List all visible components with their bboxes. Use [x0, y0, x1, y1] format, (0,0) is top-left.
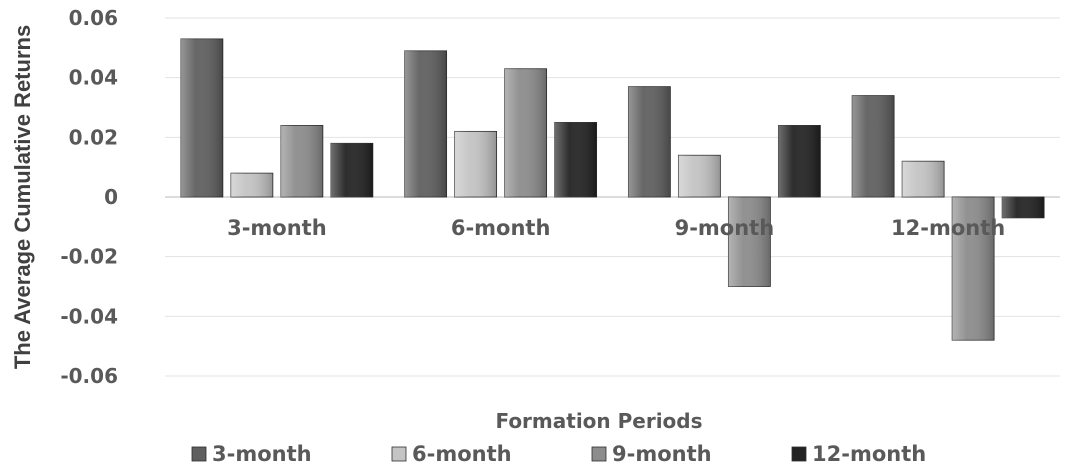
bar-sheen [778, 125, 821, 197]
bar [777, 125, 821, 198]
bar [230, 172, 274, 198]
legend-item: 12-month [791, 442, 926, 466]
bar [404, 50, 448, 198]
y-axis-title: The Average Cumulative Returns [10, 25, 35, 369]
legend-item: 6-month [391, 442, 512, 466]
legend-swatch [591, 446, 607, 462]
bar [454, 130, 498, 198]
bar-sheen [1002, 197, 1045, 218]
bars [180, 38, 1045, 341]
bar [627, 86, 671, 198]
category-label: 3-month [227, 216, 327, 240]
bar-sheen [330, 143, 373, 197]
bar [554, 122, 598, 198]
y-tick-labels: 0.06 0.04 0.02 0 -0.02 -0.04 -0.06 [60, 6, 118, 388]
y-tick-label: 0 [104, 185, 118, 209]
bar-sheen [902, 161, 945, 197]
bar-sheen [504, 68, 547, 197]
bar-sheen [852, 95, 895, 197]
bar-sheen [554, 122, 597, 197]
bar-sheen [180, 38, 223, 198]
bar [504, 68, 548, 198]
bar [330, 142, 374, 198]
bar [180, 38, 224, 198]
bar [901, 160, 945, 198]
x-axis-title: Formation Periods [495, 409, 702, 433]
bar-sheen [454, 131, 497, 197]
bar [727, 196, 771, 287]
bar [280, 125, 324, 198]
bar-sheen [280, 125, 323, 197]
legend-item: 3-month [191, 442, 312, 466]
legend-label: 6-month [412, 442, 512, 466]
bar-sheen [678, 155, 721, 197]
category-label: 12-month [891, 216, 1005, 240]
category-label: 9-month [675, 216, 775, 240]
bar [677, 154, 721, 198]
bar-sheen [628, 86, 671, 197]
y-tick-label: 0.02 [69, 125, 118, 149]
bar-sheen [952, 197, 995, 341]
y-tick-label: 0.06 [69, 6, 118, 30]
bar-sheen [728, 197, 771, 287]
bar [851, 95, 895, 198]
legend-label: 9-month [612, 442, 712, 466]
bar-sheen [230, 173, 273, 197]
legend-swatch [391, 446, 407, 462]
legend-item: 9-month [591, 442, 712, 466]
y-tick-label: -0.02 [60, 245, 118, 269]
y-tick-label: 0.04 [69, 66, 118, 90]
legend: 3-month 6-month 9-month 12-month [191, 442, 926, 466]
bar-sheen [404, 50, 447, 197]
bar [1001, 196, 1045, 219]
legend-swatch [791, 446, 807, 462]
legend-label: 12-month [812, 442, 926, 466]
category-labels: 3-month 6-month 9-month 12-month [227, 216, 1005, 240]
y-tick-label: -0.06 [60, 364, 118, 388]
category-label: 6-month [451, 216, 551, 240]
legend-swatch [191, 446, 207, 462]
legend-label: 3-month [212, 442, 312, 466]
bar [951, 196, 995, 341]
y-tick-label: -0.04 [60, 304, 118, 328]
